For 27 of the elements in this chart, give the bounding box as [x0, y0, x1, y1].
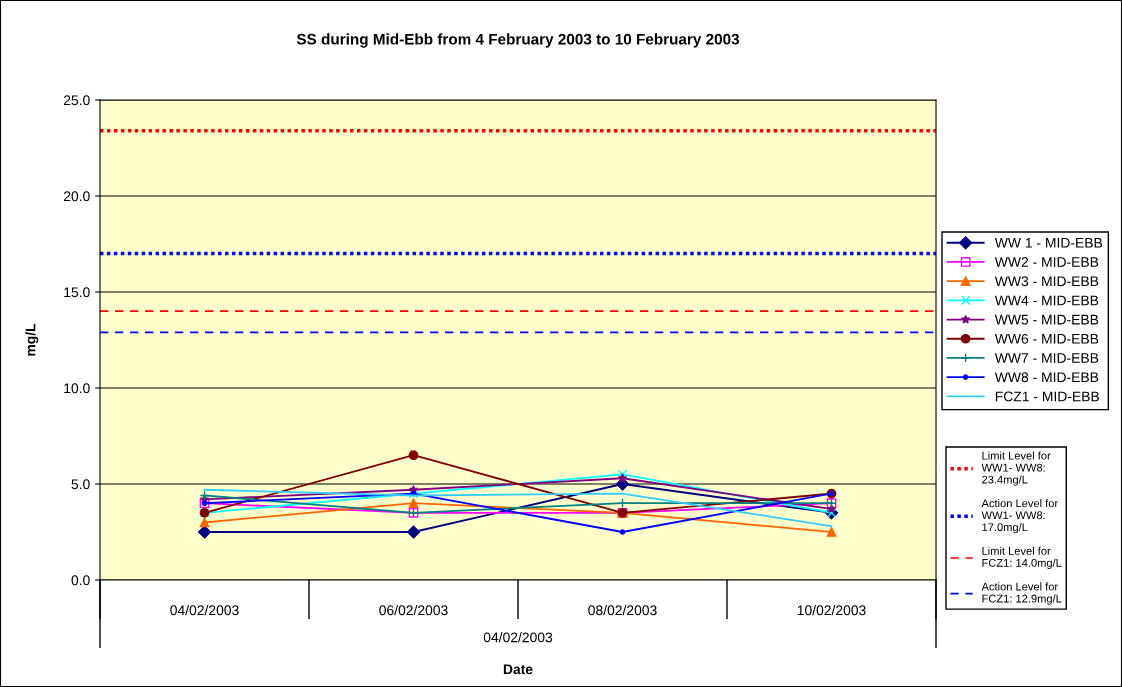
y-tick-label: 20.0	[63, 191, 90, 202]
x-tick-label: 06/02/2003	[379, 605, 448, 616]
chart-title: SS during Mid-Ebb from 4 February 2003 to 10 February 2003	[296, 33, 740, 48]
x-tick-label: 04/02/2003	[170, 605, 239, 616]
y-tick-label: 25.0	[63, 95, 90, 106]
legend-label: Limit Level for WW1- WW8: 23.4mg/L	[981, 451, 1051, 486]
y-tick-label: 10.0	[64, 383, 90, 394]
legend-label: FCZ1 - MID-EBB	[995, 391, 1099, 402]
y-tick-label: 0.0	[71, 575, 90, 586]
legend-label: WW7 - MID-EBB	[994, 353, 1099, 363]
x-tick-label: 10/02/2003	[797, 605, 866, 616]
x-axis-title: Date	[503, 664, 533, 675]
legend-label: Action Level for FCZ1: 12.9mg/L	[981, 582, 1062, 605]
legend-label: WW 1 - MID-EBB	[994, 238, 1103, 248]
text: 04/02/2003	[483, 632, 553, 643]
legend-label: WW8 - MID-EBB	[994, 372, 1099, 383]
legend-label: Action Level for WW1- WW8: 17.0mg/L	[981, 499, 1058, 534]
y-tick-label: 15.0	[64, 287, 90, 298]
y-tick-label: 5.0	[71, 479, 90, 490]
legend-label: WW3 - MID-EBB	[994, 276, 1099, 287]
legend-label: Limit Level for FCZ1: 14.0mg/L	[982, 546, 1062, 570]
legend-label: WW2 - MID-EBB	[994, 257, 1099, 267]
legend-label: WW5 - MID-EBB	[994, 314, 1099, 325]
legend-label: WW6 - MID-EBB	[994, 333, 1099, 344]
y-axis-title: mg/L	[25, 323, 39, 356]
x-tick-label: 08/02/2003	[588, 605, 657, 616]
legend-label: WW4 - MID-EBB	[994, 295, 1099, 306]
